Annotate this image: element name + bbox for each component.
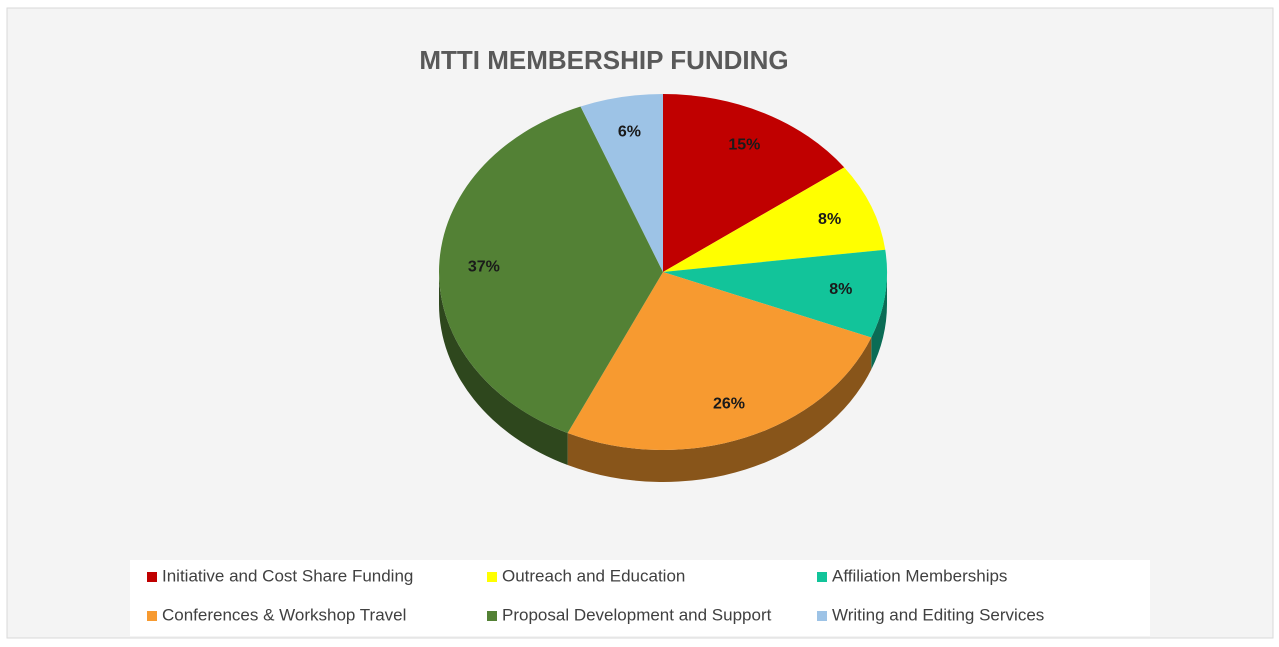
pie-slice (663, 167, 886, 272)
legend-label: Affiliation Memberships (832, 566, 1007, 585)
legend-label: Proposal Development and Support (502, 605, 772, 624)
legend-swatch (817, 572, 827, 582)
legend-label: Outreach and Education (502, 566, 685, 585)
chart-title: MTTI MEMBERSHIP FUNDING (419, 45, 788, 75)
data-label: 6% (618, 123, 641, 140)
legend-swatch (817, 611, 827, 621)
data-label: 26% (713, 396, 745, 413)
legend-label: Conferences & Workshop Travel (162, 605, 406, 624)
legend-swatch (487, 611, 497, 621)
pie-slice (439, 106, 663, 434)
legend-swatch (487, 572, 497, 582)
pie-slice (663, 249, 888, 338)
slice-side (567, 337, 872, 483)
legend-label: Initiative and Cost Share Funding (162, 566, 413, 585)
legend-swatch (147, 572, 157, 582)
pie-slice (580, 94, 663, 272)
legend-label: Writing and Editing Services (832, 605, 1044, 624)
data-label: 8% (829, 281, 852, 298)
data-label: 8% (818, 211, 841, 228)
legend-swatch (147, 611, 157, 621)
slice-side (871, 272, 887, 370)
data-label: 37% (468, 259, 500, 276)
pie-slice (567, 272, 872, 450)
pie-slice (663, 94, 845, 272)
data-label: 15% (728, 136, 760, 153)
legend-box (130, 560, 1150, 636)
slice-side (439, 272, 568, 466)
